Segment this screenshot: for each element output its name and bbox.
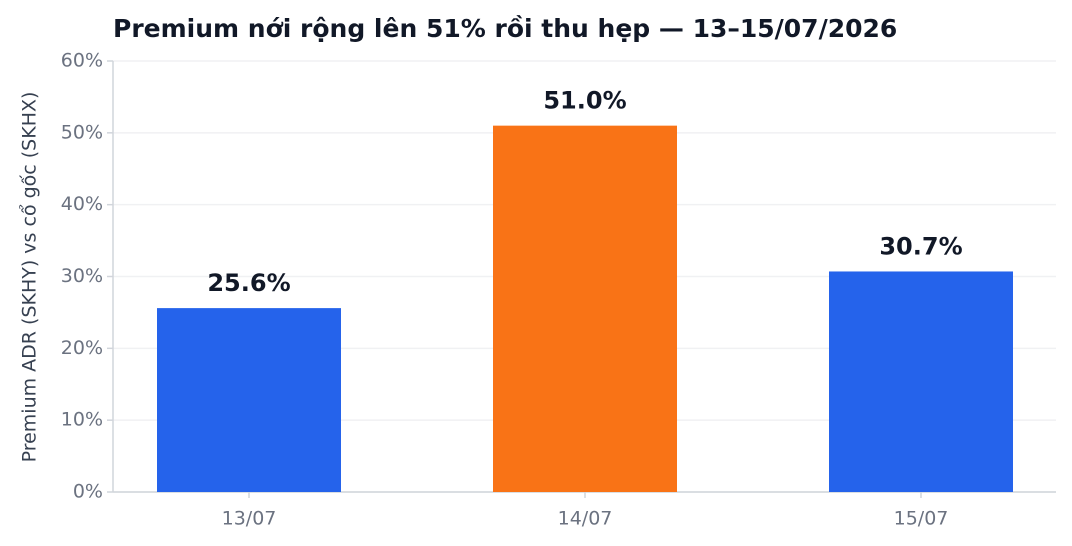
y-tick-label: 10% (61, 409, 103, 431)
value-label: 25.6% (207, 269, 290, 297)
y-tick-label: 40% (61, 193, 103, 215)
y-tick-label: 20% (61, 337, 103, 359)
bar (493, 125, 677, 493)
y-tick-label: 0% (73, 481, 103, 503)
bar (829, 271, 1013, 492)
x-tick-label: 14/07 (558, 508, 613, 530)
value-label: 51.0% (543, 87, 626, 115)
y-tick-label: 50% (61, 121, 103, 143)
value-label: 30.7% (879, 232, 962, 260)
y-tick-label: 30% (61, 265, 103, 287)
x-tick-label: 13/07 (222, 508, 277, 530)
bar (157, 308, 341, 492)
y-tick-label: 60% (61, 50, 103, 72)
x-tick-label: 15/07 (894, 508, 949, 530)
y-axis-label: Premium ADR (SKHY) vs cổ gốc (SKHX) (19, 92, 41, 463)
chart-title: Premium nới rộng lên 51% rồi thu hẹp — 1… (113, 14, 897, 43)
